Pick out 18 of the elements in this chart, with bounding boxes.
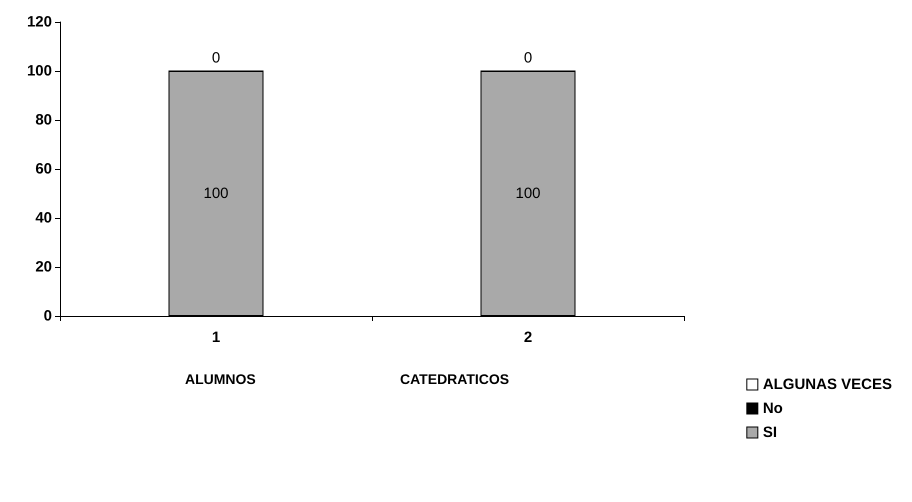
data-label: 0 [524, 50, 532, 66]
legend-label: ALGUNAS VECES [762, 376, 892, 393]
y-tick-label: 60 [35, 160, 52, 178]
data-label: 0 [212, 50, 220, 66]
text: CATEDRATICOS [400, 371, 510, 387]
y-tick-label: 40 [35, 210, 52, 226]
y-tick-label: 0 [44, 308, 52, 324]
data-label: 100 [203, 185, 229, 202]
y-tick-label: 80 [35, 112, 52, 128]
x-tick-label: 2 [524, 329, 532, 346]
legend-label: No [762, 400, 783, 417]
y-tick-label: 120 [26, 14, 52, 30]
legend-label: SI [762, 424, 778, 441]
text: ALUMNOS [185, 371, 256, 387]
y-tick-label: 20 [35, 258, 52, 276]
x-tick-label: 1 [212, 329, 220, 346]
y-tick-label: 100 [26, 62, 52, 80]
data-label: 100 [515, 185, 541, 202]
